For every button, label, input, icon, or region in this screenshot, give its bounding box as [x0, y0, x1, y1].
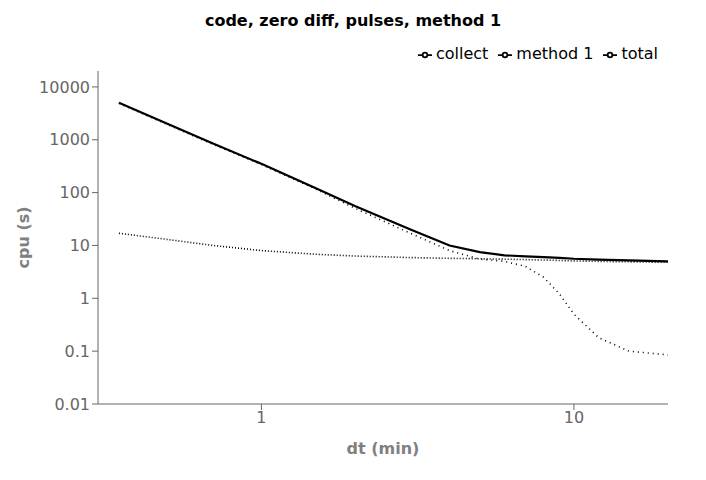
- svg-text:10000: 10000: [39, 78, 90, 97]
- html-text:total: total: [621, 44, 658, 63]
- svg-text:0.1: 0.1: [65, 342, 90, 361]
- svg-text:1: 1: [80, 289, 90, 308]
- html-text:method 1: method 1: [516, 44, 594, 63]
- svg-text:dt (min): dt (min): [347, 439, 420, 458]
- svg-text:100: 100: [59, 183, 90, 202]
- svg-text:cpu (s): cpu (s): [14, 206, 33, 268]
- html-text:collect: collect: [436, 44, 489, 63]
- html-text:code, zero diff, pulses, metho: code, zero diff, pulses, method 1: [204, 11, 502, 30]
- svg-text:0.01: 0.01: [54, 395, 90, 414]
- svg-text:10: 10: [564, 408, 584, 427]
- svg-text:1: 1: [256, 408, 266, 427]
- svg-text:10: 10: [70, 236, 90, 255]
- svg-text:1000: 1000: [49, 130, 90, 149]
